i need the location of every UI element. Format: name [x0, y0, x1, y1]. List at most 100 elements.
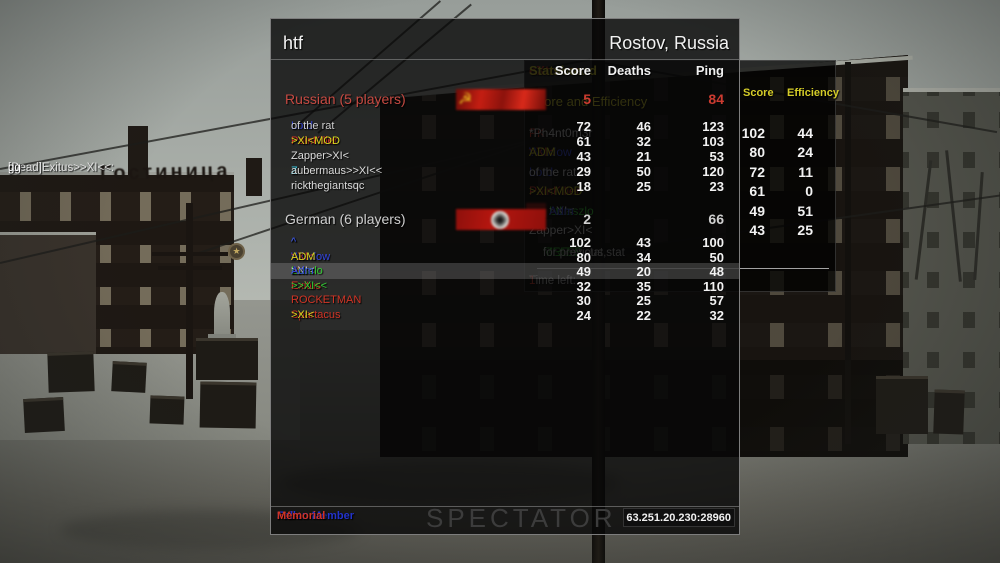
team-ping: 66 — [708, 211, 724, 227]
player-score: 30 — [576, 293, 591, 309]
team-name: German (6 players) — [285, 211, 406, 227]
team-ping: 84 — [708, 91, 724, 107]
flag-circle — [491, 211, 509, 229]
player-ping: 123 — [702, 119, 724, 134]
stats-efficiency: 44 — [797, 125, 813, 141]
player-ping: 110 — [703, 278, 724, 294]
team-score: 5 — [583, 91, 591, 107]
soviet-flag: ☭ — [456, 89, 546, 110]
player-name-part: ROCKETMAN — [291, 294, 362, 307]
player-row: rickthegiantsqc 18 25 23 — [271, 179, 739, 194]
player-name-part: Z — [291, 165, 298, 177]
stats-score: 49 — [749, 202, 765, 219]
column-header-deaths: Deaths — [607, 63, 651, 78]
player-name-part: rickthegiantsqc — [291, 180, 365, 192]
team-header: Russian (5 players) ☭ 5 84 — [271, 89, 739, 111]
player-name-part: >XI<MOD — [291, 135, 340, 147]
map-name: Rostov, Russia — [609, 33, 729, 53]
player-score: 102 — [569, 235, 591, 250]
stats-efficiency: 25 — [797, 222, 813, 238]
server-ip: 63.251.20.230:28960 — [626, 512, 731, 524]
header-separator — [271, 59, 739, 60]
player-deaths: 32 — [636, 134, 651, 149]
player-ping: 32 — [709, 308, 724, 323]
player-row: Spartacus >XI< 24 22 32 — [271, 308, 739, 323]
player-score: 29 — [576, 164, 591, 179]
player-name-part: ADM — [291, 250, 316, 263]
stats-efficiency: 24 — [797, 144, 813, 161]
stats-score: 102 — [741, 125, 765, 141]
player-score: 49 — [576, 264, 591, 280]
statsboard-col-efficiency: Efficiency — [787, 87, 839, 99]
player-deaths: 20 — [636, 264, 651, 280]
player-ping: 120 — [702, 164, 724, 179]
player-name-part: >XI< — [291, 250, 315, 263]
player-score: 61 — [576, 134, 591, 149]
player-name-part: Lt — [291, 265, 301, 278]
text-part: Memorial — [277, 510, 326, 522]
player-name-part: ^ — [291, 236, 297, 248]
player-name-part: >>XI<< — [291, 279, 328, 292]
team-header: German (6 players) 2 66 — [271, 209, 739, 231]
player-deaths: 43 — [636, 235, 651, 250]
player-row: Zapper>XI< 43 21 53 — [271, 149, 739, 164]
player-score: 24 — [576, 308, 591, 323]
player-deaths: 25 — [636, 179, 651, 194]
player-row: Lord of the rat 72 46 123 — [271, 119, 739, 134]
stats-score: 43 — [749, 222, 765, 238]
player-row: PainKiller >XI<MOD 61 32 103 — [271, 134, 739, 149]
team-name: Russian (5 players) — [285, 91, 406, 107]
player-row: ^ ^ ^ 102 43 100 — [271, 235, 739, 250]
player-deaths: 35 — [636, 278, 651, 294]
player-name-part: Laszlo — [291, 265, 323, 278]
player-name-part: aubermaus>>XI<< — [291, 165, 383, 177]
player-row: ROCKETMAN 30 25 57 — [271, 293, 739, 308]
player-name-part: Window — [291, 250, 331, 263]
player-name-part: of the rat — [291, 120, 335, 132]
teams-list: Russian (5 players) ☭ 5 84 Lord of the rat 72… — [271, 19, 739, 534]
stats-score: 61 — [749, 183, 765, 200]
player-score: 80 — [576, 249, 591, 265]
player-ping: 53 — [709, 149, 724, 164]
player-deaths: 50 — [636, 164, 651, 179]
footer-separator — [271, 506, 739, 507]
player-ping: 103 — [702, 134, 724, 149]
german-flag — [456, 209, 546, 230]
scoreboard-panel: htf Rostov, Russia Score Deaths Ping Rus… — [270, 18, 740, 535]
player-score: 72 — [576, 119, 591, 134]
gametype-label: htf — [283, 33, 304, 53]
stats-efficiency: 11 — [798, 163, 813, 180]
player-name-part: >XI< — [291, 309, 315, 321]
player-name-part: >XI< — [291, 265, 315, 278]
player-ping: 23 — [709, 179, 724, 194]
player-score: 18 — [576, 179, 591, 194]
server-ip-box: 63.251.20.230:28960 — [623, 508, 735, 527]
text-part: [Dead]Exitus>>XI<<: — [8, 162, 115, 174]
text-part: >XI< — [277, 510, 301, 522]
spectator-label: SPECTATOR — [426, 503, 617, 533]
stats-score: 80 — [749, 144, 765, 161]
player-deaths: 46 — [636, 119, 651, 134]
player-name-part: Exitus — [291, 279, 321, 292]
stats-efficiency: 51 — [797, 202, 813, 219]
player-name-part: Lord — [291, 120, 314, 132]
stats-score: 72 — [749, 163, 765, 180]
player-deaths: 25 — [636, 293, 651, 309]
column-header-score: Score — [554, 63, 591, 78]
selected-player-highlight — [271, 263, 739, 280]
stats-efficiency: 0 — [805, 183, 813, 200]
player-name-part: Spartacus — [291, 309, 341, 321]
text-part: gg — [8, 162, 21, 174]
player-deaths: 21 — [636, 149, 651, 164]
player-name-part: ^ — [291, 236, 297, 248]
hammer-sickle-icon: ☭ — [458, 91, 473, 108]
player-ping: 48 — [709, 264, 724, 280]
player-name-part: Adm — [291, 265, 314, 278]
player-row: Window >XI< ADM 80 34 50 — [271, 250, 739, 265]
team-score: 2 — [583, 211, 591, 227]
player-ping: 57 — [709, 293, 724, 309]
player-deaths: 22 — [636, 308, 651, 323]
column-header-ping: Ping — [695, 63, 724, 78]
